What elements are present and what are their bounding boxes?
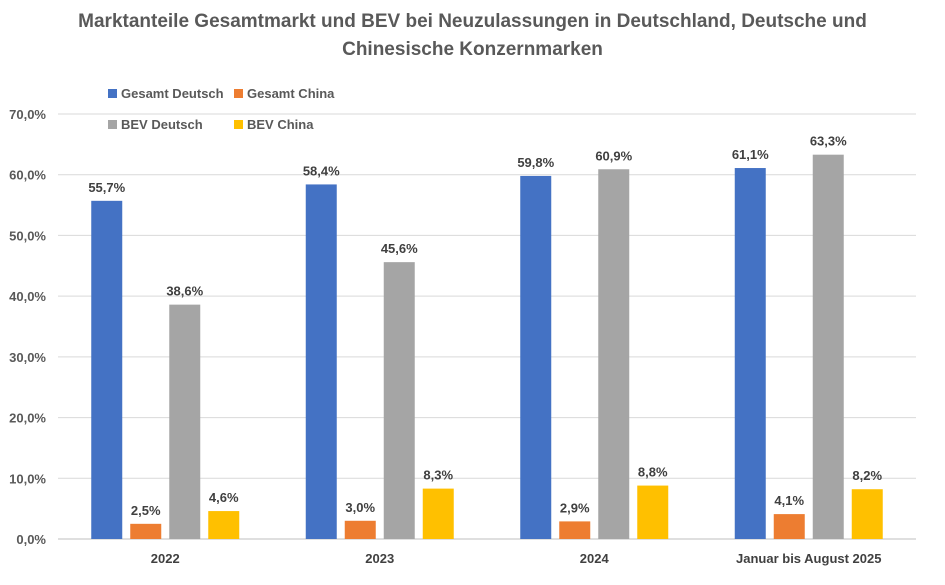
legend-label-bev-china: BEV China [247,117,314,132]
data-label-gesamt-deutsch-2022: 55,7% [88,180,125,195]
chart-title-line-1: Marktanteile Gesamtmarkt und BEV bei Neu… [78,11,867,32]
legend-swatch-bev-deutsch [108,120,117,129]
bar-gesamt-china-2024 [559,521,591,539]
y-tick-label: 30,0% [9,350,46,365]
chart-title-line-2: Chinesische Konzernmarken [342,39,603,60]
bar-gesamt-deutsch-januar-bis-august-2025 [734,168,766,540]
y-tick-label: 10,0% [9,471,46,486]
data-label-bev-china-2023: 8,3% [423,468,453,483]
y-tick-label: 50,0% [9,228,46,243]
data-label-bev-deutsch-januar-bis-august-2025: 63,3% [810,134,847,149]
bar-gesamt-china-2022 [130,523,162,539]
data-label-gesamt-deutsch-januar-bis-august-2025: 61,1% [732,147,769,162]
bar-bev-deutsch-2024 [598,169,630,539]
legend-item-gesamt-deutsch: Gesamt Deutsch [108,86,224,102]
data-label-gesamt-china-2023: 3,0% [345,500,375,515]
data-label-gesamt-china-2022: 2,5% [131,503,161,518]
y-tick-label: 20,0% [9,411,46,426]
data-label-gesamt-deutsch-2024: 59,8% [517,155,554,170]
x-tick-label: Januar bis August 2025 [736,551,881,566]
data-label-bev-deutsch-2024: 60,9% [595,148,632,163]
chart-title: Marktanteile Gesamtmarkt und BEV bei Neu… [0,8,945,64]
bar-bev-china-2022 [208,511,240,539]
data-label-gesamt-china-2024: 2,9% [560,500,590,515]
y-tick-label: 40,0% [9,289,46,304]
legend-label-gesamt-deutsch: Gesamt Deutsch [121,86,224,101]
bar-gesamt-deutsch-2023 [305,184,337,539]
x-tick-label: 2022 [151,551,180,566]
bar-gesamt-deutsch-2024 [520,175,552,539]
data-label-bev-deutsch-2022: 38,6% [166,284,203,299]
legend-swatch-gesamt-deutsch [108,89,117,98]
bar-bev-china-januar-bis-august-2025 [851,489,883,539]
data-label-bev-china-2022: 4,6% [209,490,239,505]
y-tick-label: 0,0% [16,532,46,547]
bar-bev-china-2023 [422,488,454,539]
bar-gesamt-china-2023 [344,520,376,539]
bar-bev-deutsch-januar-bis-august-2025 [812,154,844,539]
bar-bev-deutsch-2022 [169,304,201,539]
bar-gesamt-deutsch-2022 [91,200,123,540]
data-label-gesamt-china-januar-bis-august-2025: 4,1% [774,493,804,508]
bar-gesamt-china-januar-bis-august-2025 [773,514,805,539]
legend-label-gesamt-china: Gesamt China [247,86,335,101]
y-tick-label: 70,0% [9,107,46,122]
x-tick-label: 2023 [365,551,394,566]
legend-label-bev-deutsch: BEV Deutsch [121,117,203,132]
data-label-bev-deutsch-2023: 45,6% [381,241,418,256]
legend-swatch-bev-china [234,120,243,129]
data-label-bev-china-januar-bis-august-2025: 8,2% [852,468,882,483]
legend-item-gesamt-china: Gesamt China [234,86,334,102]
legend-swatch-gesamt-china [234,89,243,98]
legend-item-bev-deutsch: BEV Deutsch [108,117,203,133]
legend-item-bev-china: BEV China [234,117,313,133]
y-tick-label: 60,0% [9,168,46,183]
data-label-bev-china-2024: 8,8% [638,465,668,480]
x-tick-label: 2024 [580,551,610,566]
bar-bev-china-2024 [637,485,669,539]
data-label-gesamt-deutsch-2023: 58,4% [303,163,340,178]
bar-bev-deutsch-2023 [383,262,415,539]
